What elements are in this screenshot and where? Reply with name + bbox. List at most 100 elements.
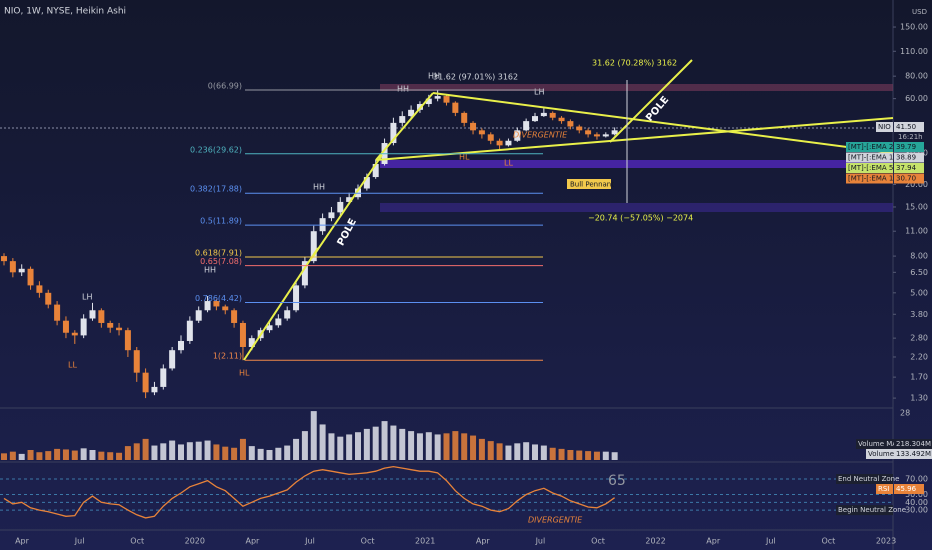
volume-bar xyxy=(62,449,69,460)
candle-body xyxy=(328,212,335,219)
volume-bar xyxy=(319,424,326,460)
volume-bar xyxy=(178,444,184,460)
candle-body xyxy=(116,327,123,331)
rsi-level-label: 40.00 xyxy=(905,498,928,507)
fib-label: 0.236(29.62) xyxy=(190,145,242,154)
candle-body xyxy=(239,322,246,347)
legend-name: Volume MA xyxy=(858,440,897,448)
volume-bar xyxy=(381,421,388,460)
chart-title: NIO, 1W, NYSE, Heikin Ashi xyxy=(4,7,126,17)
candle-body xyxy=(310,231,317,262)
rsi-level-label: 50.00 xyxy=(905,490,928,499)
candle-body xyxy=(18,268,25,273)
candle-body xyxy=(98,310,105,323)
ema-tag-value-box xyxy=(894,173,924,184)
fib-label: 1(2.11) xyxy=(213,352,242,361)
volume-bar xyxy=(523,442,530,460)
annotation: −20.74 (−57.05%) −2074 xyxy=(588,214,693,223)
volume-bar xyxy=(514,443,521,460)
volume-bar xyxy=(284,445,291,460)
rsi-level-name-box xyxy=(836,474,893,484)
candle-body xyxy=(593,134,600,137)
volume-bar xyxy=(408,431,415,460)
candle-body xyxy=(275,318,282,326)
y-tick-label: 11.00 xyxy=(905,227,928,236)
volume-bar xyxy=(576,450,583,460)
candle-body xyxy=(452,102,459,113)
volume-bar xyxy=(142,438,149,460)
x-tick-label: Apr xyxy=(706,537,721,546)
candle-body xyxy=(266,325,273,331)
volume-bar xyxy=(390,425,397,460)
candle-body xyxy=(169,350,176,369)
ema-tag-name-box xyxy=(846,163,893,173)
annotation: LL xyxy=(504,159,513,168)
volume-bar xyxy=(301,431,308,460)
y-tick-label: 8.00 xyxy=(910,252,928,261)
volume-bar xyxy=(310,411,317,460)
legend-name-box xyxy=(866,449,894,459)
countdown: 16:21h xyxy=(898,133,923,141)
volume-bar xyxy=(45,451,52,460)
ema-tag-value-box xyxy=(894,163,924,173)
zone xyxy=(380,160,893,168)
volume-bar xyxy=(416,433,423,460)
annotation: LH xyxy=(534,88,544,97)
volume-bar xyxy=(355,432,361,460)
ema-tag-value: 30.70 xyxy=(896,175,916,183)
fib-label: 0.786(4.42) xyxy=(195,294,242,303)
volume-bar xyxy=(266,450,273,460)
volume-bar xyxy=(9,451,16,460)
volume-bar xyxy=(461,433,468,460)
volume-bar xyxy=(346,434,353,460)
candle-body xyxy=(284,310,291,319)
pennant-box xyxy=(567,179,611,189)
volume-bar xyxy=(399,428,406,460)
candle-body xyxy=(124,330,131,351)
volume-bar xyxy=(328,433,335,460)
candle-body xyxy=(160,368,167,387)
candle-body xyxy=(549,112,556,118)
fib-label: 0.65(7.08) xyxy=(200,257,242,266)
x-tick-label: Apr xyxy=(15,537,30,546)
fib-label: 0(66.99) xyxy=(208,82,242,91)
rsi-level-label: 30.00 xyxy=(905,506,928,515)
rsi-level-name-box xyxy=(836,505,893,516)
volume-bar xyxy=(1,453,7,460)
volume-bar xyxy=(222,446,229,460)
trendlines xyxy=(243,59,894,361)
volume-bar xyxy=(363,428,370,460)
candle-body xyxy=(523,121,530,131)
x-tick-label: 2023 xyxy=(876,537,896,546)
x-tick-label: Oct xyxy=(130,537,144,546)
x-tick-label: 2020 xyxy=(185,537,205,546)
volume-bar xyxy=(540,445,547,460)
ema-tag-name-box xyxy=(846,152,893,163)
candle-body xyxy=(478,130,485,135)
volume-bar xyxy=(195,441,202,460)
candle-body xyxy=(293,285,300,311)
candle-body xyxy=(71,332,78,336)
candle-body xyxy=(532,116,538,122)
volume-bar xyxy=(204,440,211,460)
volume-bar xyxy=(257,448,264,460)
x-tick-label: Jul xyxy=(535,537,546,546)
x-tick-label: Jul xyxy=(765,537,776,546)
volume-bar xyxy=(169,440,176,460)
x-tick-label: Apr xyxy=(476,537,491,546)
candle-body xyxy=(363,177,370,189)
candle-body xyxy=(248,338,255,347)
x-tick-label: Apr xyxy=(245,537,260,546)
annotation: DIVERGENTIE xyxy=(528,516,583,525)
candle-body xyxy=(213,301,220,307)
annotation: HH xyxy=(204,266,216,275)
volume-bar xyxy=(18,453,25,460)
candle-body xyxy=(222,306,229,311)
rsi-level-name: Begin Neutral Zone xyxy=(838,506,906,514)
candle-body xyxy=(142,372,149,393)
volume-bar xyxy=(434,434,441,460)
x-tick-label: Jul xyxy=(304,537,315,546)
y-tick-label: 1.70 xyxy=(910,373,928,382)
candle-body xyxy=(443,96,450,103)
